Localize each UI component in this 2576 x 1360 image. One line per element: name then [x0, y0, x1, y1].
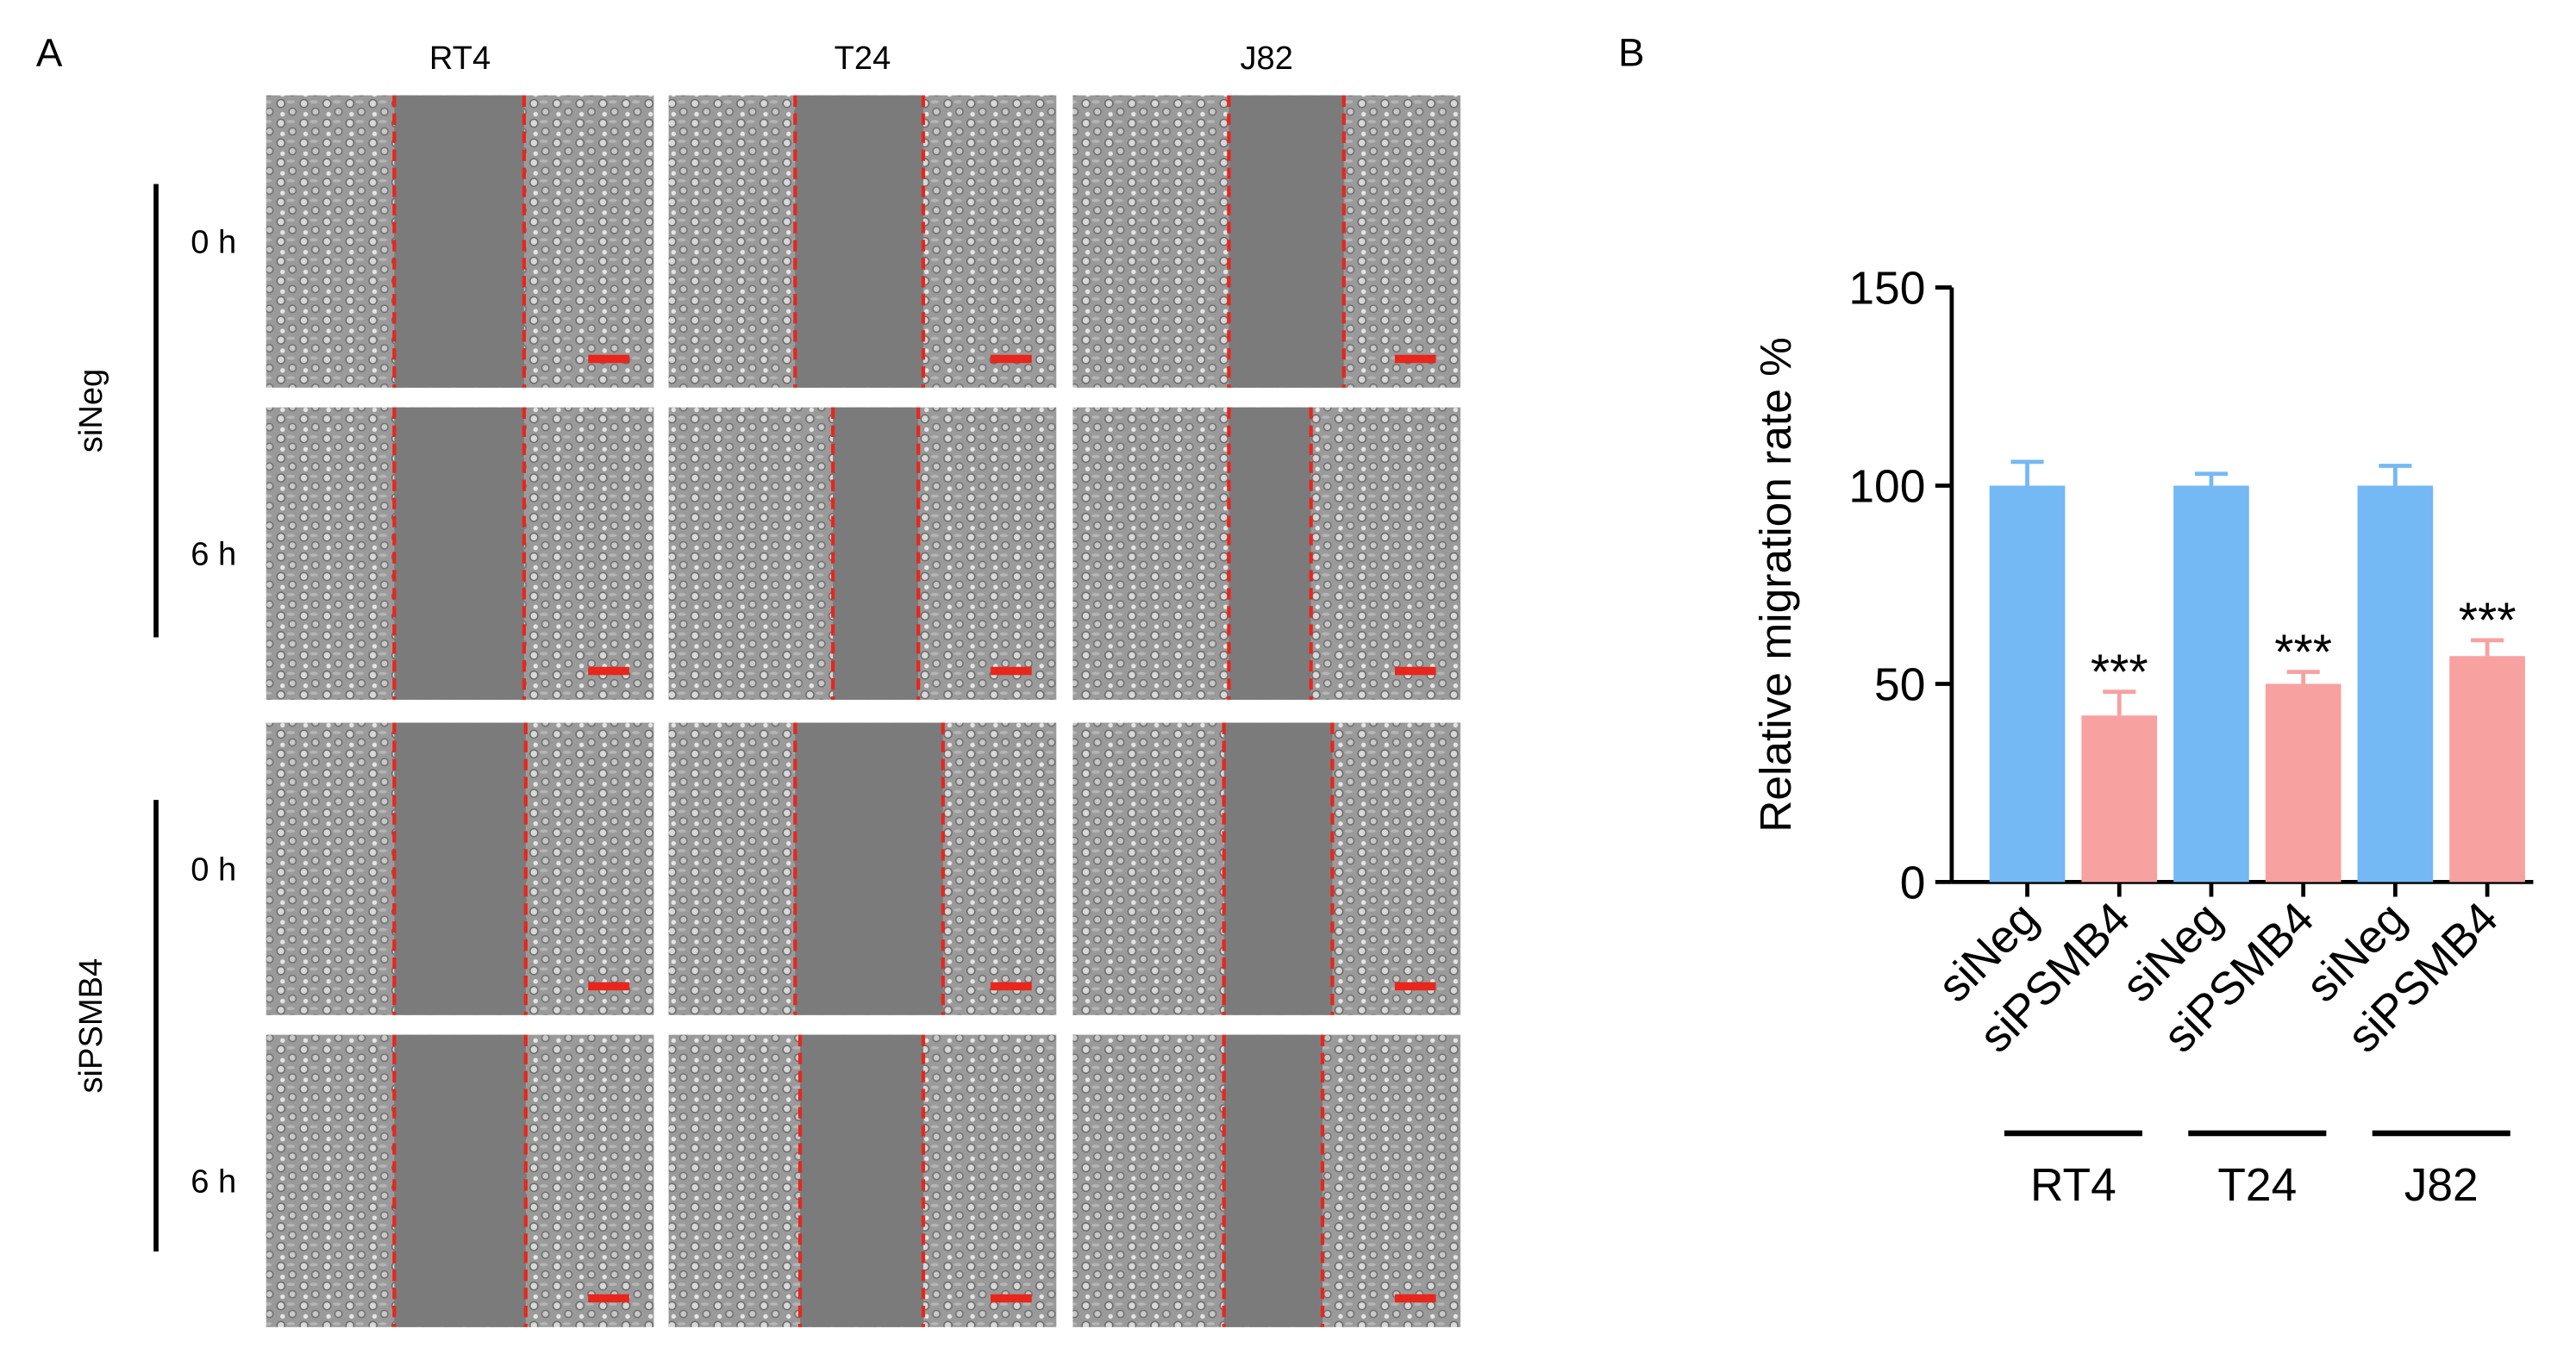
- scale-bar: [588, 1294, 629, 1303]
- scale-bar: [991, 666, 1032, 676]
- panel-b: Relative migration rate %050100150siNegs…: [1750, 264, 2534, 1211]
- micrograph: [1072, 1034, 1461, 1327]
- wound-gap: [1229, 407, 1311, 700]
- bar: [2449, 656, 2525, 883]
- significance: ***: [2459, 593, 2517, 648]
- time-label: 6 h: [191, 537, 236, 573]
- group-label: siPSMB4: [73, 958, 109, 1094]
- time-label: 0 h: [191, 225, 236, 261]
- y-tick-label: 150: [1848, 264, 1925, 315]
- bar: [2357, 485, 2434, 883]
- scale-bar: [588, 354, 629, 364]
- y-tick-label: 100: [1848, 462, 1925, 513]
- wound-gap: [1229, 95, 1344, 388]
- bar: [2173, 485, 2249, 883]
- group-label: siNeg: [73, 369, 109, 452]
- micrograph: [668, 407, 1057, 700]
- wound-gap: [1223, 1034, 1323, 1327]
- group-label: RT4: [2030, 1160, 2116, 1211]
- scale-bar: [588, 982, 629, 991]
- y-axis-title: Relative migration rate %: [1750, 337, 1800, 833]
- wound-gap: [833, 407, 919, 700]
- panel-label: B: [1618, 30, 1645, 74]
- column-label: RT4: [429, 41, 491, 77]
- y-tick-label: 0: [1900, 858, 1926, 908]
- micrograph: [266, 95, 654, 388]
- micrograph: [668, 1034, 1057, 1327]
- scale-bar: [991, 1294, 1032, 1303]
- micrograph: [668, 95, 1057, 388]
- time-label: 6 h: [191, 1164, 236, 1201]
- panel-label: A: [36, 30, 63, 74]
- micrograph: [1072, 722, 1461, 1015]
- time-label: 0 h: [191, 852, 236, 888]
- micrograph: [266, 407, 654, 700]
- wound-gap: [394, 1034, 526, 1327]
- significance: ***: [2274, 625, 2332, 680]
- scale-bar: [991, 354, 1032, 364]
- significance: ***: [2091, 645, 2148, 700]
- wound-gap: [800, 1034, 923, 1327]
- wound-gap: [394, 722, 526, 1015]
- micrograph: [1072, 95, 1461, 388]
- wound-gap: [394, 95, 524, 388]
- micrograph: [1072, 407, 1461, 700]
- column-label: T24: [835, 41, 891, 77]
- scale-bar: [1394, 982, 1436, 991]
- group-label: J82: [2404, 1160, 2479, 1211]
- scale-bar: [1394, 354, 1436, 364]
- micrograph: [668, 722, 1057, 1015]
- scale-bar: [1394, 1294, 1436, 1303]
- scale-bar: [1394, 666, 1436, 676]
- bar: [2265, 683, 2342, 883]
- wound-gap: [1223, 722, 1333, 1015]
- micrograph: [266, 722, 654, 1015]
- scale-bar: [588, 666, 629, 676]
- wound-gap: [795, 95, 923, 388]
- micrograph: [266, 1034, 654, 1327]
- column-label: J82: [1241, 41, 1293, 77]
- panel-a: RT4 T24 J82 0 h 6 h 0 h 6 h siNeg siPSMB4: [73, 41, 1461, 1327]
- wound-gap: [394, 407, 524, 700]
- bar: [1989, 485, 2066, 883]
- wound-gap: [795, 722, 943, 1015]
- group-label: T24: [2217, 1160, 2297, 1211]
- scale-bar: [991, 982, 1032, 991]
- y-tick-label: 50: [1874, 660, 1925, 711]
- bar: [2081, 715, 2158, 883]
